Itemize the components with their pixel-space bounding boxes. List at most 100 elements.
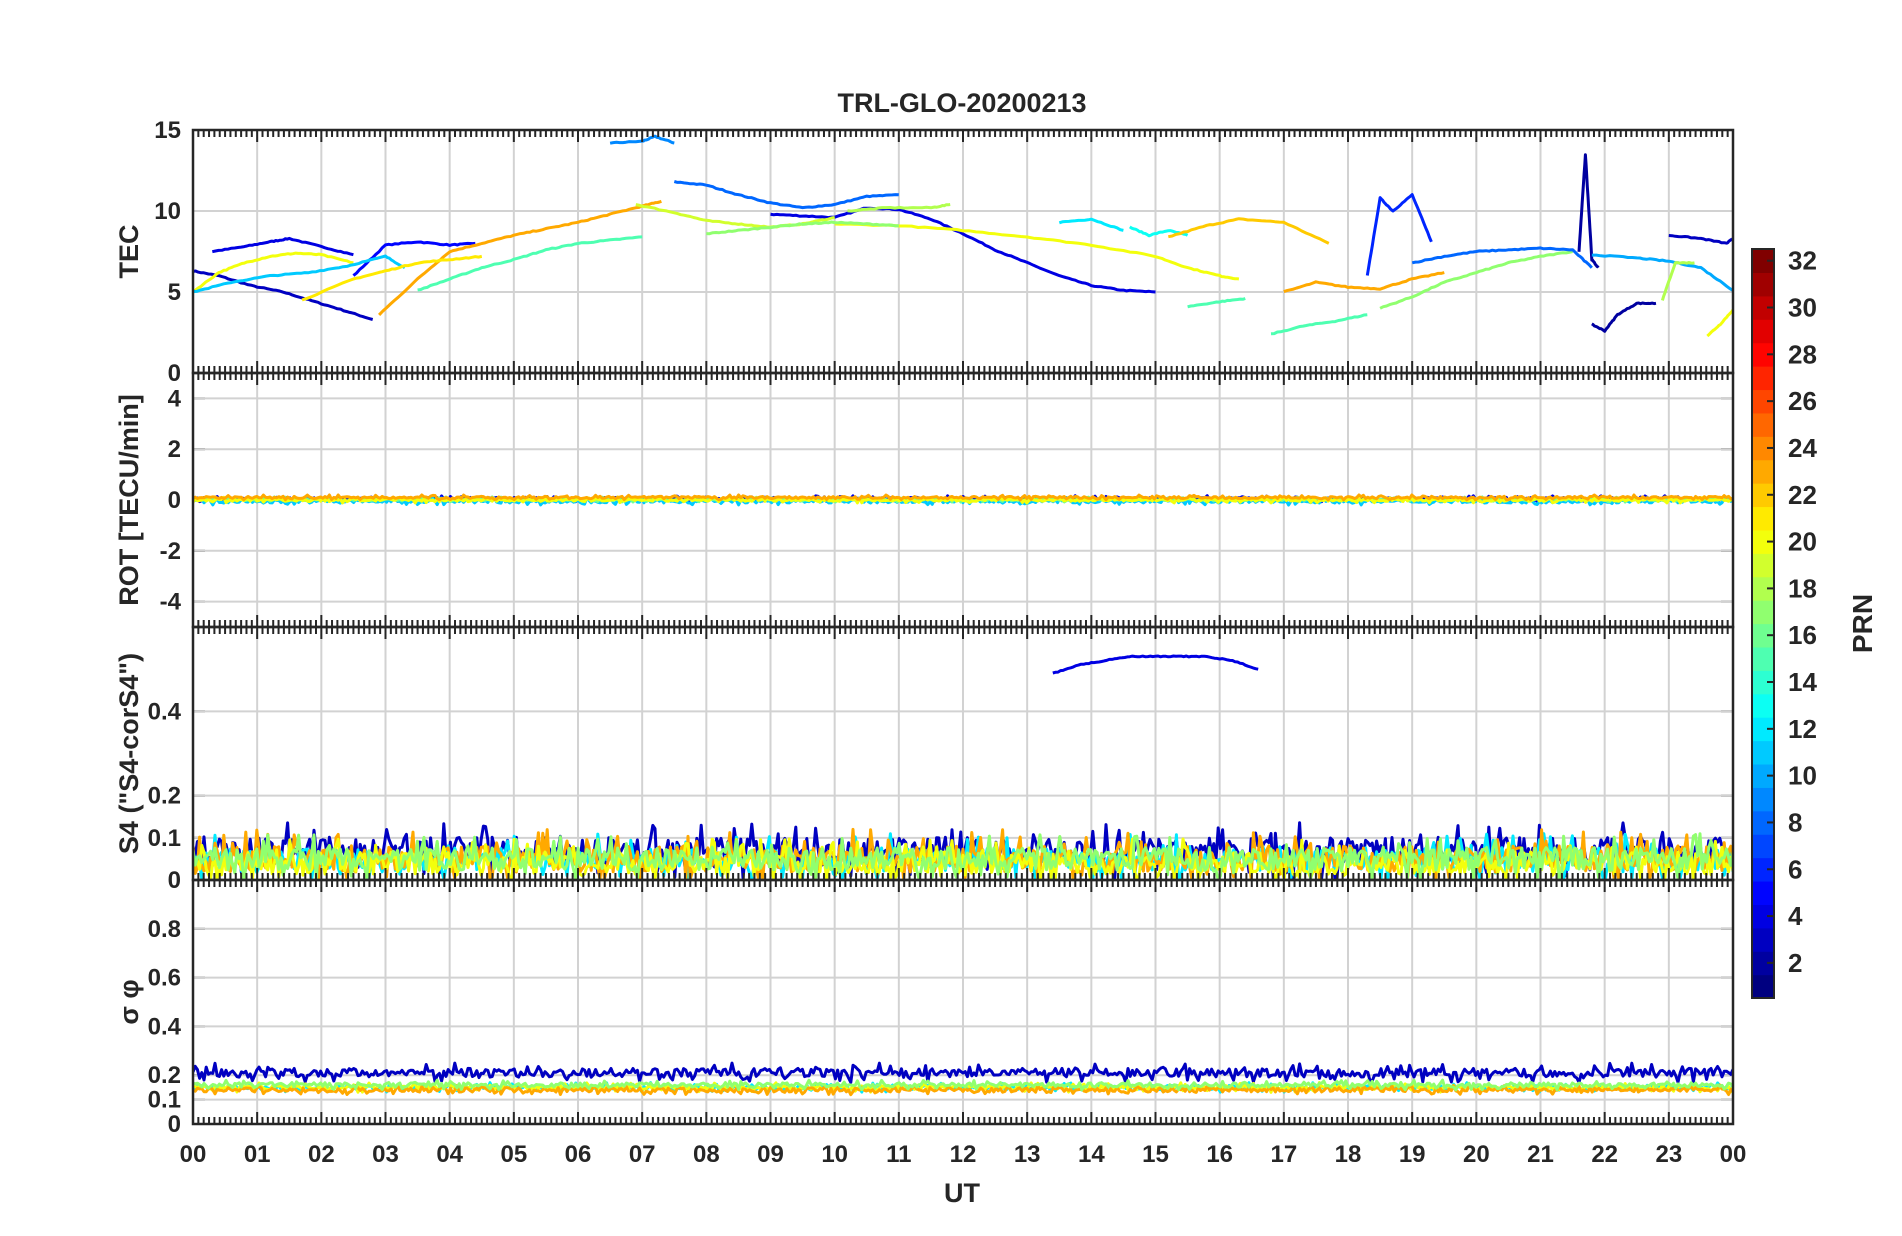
- colorbar-swatch: [1752, 834, 1774, 859]
- tec-series-prn-2: [1577, 153, 1600, 269]
- tec-series-prn-18: [847, 203, 951, 213]
- colorbar-swatch: [1752, 717, 1774, 742]
- tec-series-prn-3: [1668, 234, 1733, 245]
- y-tick-label: 2: [168, 436, 181, 463]
- tec-series-prn-15: [417, 235, 643, 292]
- tec-series-prn-8: [1411, 246, 1593, 269]
- colorbar-swatch: [1752, 576, 1774, 601]
- y-tick-label: -2: [160, 538, 181, 565]
- y-tick-label: -4: [160, 589, 182, 616]
- tec-series-prn-12: [1058, 217, 1124, 232]
- tec-series-prn-15: [1187, 297, 1246, 309]
- tec-series-prn-8: [673, 180, 899, 210]
- tec-series-prn-17: [1379, 250, 1573, 310]
- tec-series-prn-6: [1365, 193, 1433, 276]
- y-tick-label: 10: [154, 198, 181, 225]
- colorbar-swatch: [1752, 787, 1774, 812]
- colorbar-swatch: [1752, 740, 1774, 765]
- colorbar-tick-label: 8: [1788, 807, 1802, 837]
- x-tick-label: 00: [1720, 1141, 1747, 1168]
- colorbar-swatch: [1752, 553, 1774, 578]
- y-tick-label: 4: [168, 385, 182, 412]
- y-tick-label: 0: [168, 360, 181, 387]
- x-tick-label: 17: [1270, 1141, 1297, 1168]
- colorbar-swatch: [1752, 857, 1774, 882]
- chart-title: TRL-GLO-20200213: [837, 88, 1086, 118]
- colorbar-tick-label: 12: [1788, 714, 1817, 744]
- colorbar-tick-label: 4: [1788, 901, 1803, 931]
- tec-y-axis-label: TEC: [114, 225, 144, 279]
- x-tick-label: 09: [757, 1141, 784, 1168]
- colorbar-tick-label: 16: [1788, 620, 1817, 650]
- colorbar-tick-label: 28: [1788, 339, 1817, 369]
- y-tick-label: 0.1: [148, 825, 181, 852]
- sigma-panel: 00.10.2 0.4 0.6 0.8 σ φ: [114, 878, 1735, 1138]
- tec-series-prn-23: [1283, 271, 1445, 294]
- x-tick-label: 22: [1591, 1141, 1618, 1168]
- x-tick-label: 16: [1206, 1141, 1233, 1168]
- tec-series-prn-23: [378, 199, 662, 316]
- sigma-series-prn-17: [193, 1078, 1733, 1092]
- x-tick-label: 10: [821, 1141, 848, 1168]
- x-tick-label: 12: [950, 1141, 977, 1168]
- colorbar-swatch: [1752, 623, 1774, 648]
- colorbar-swatch: [1752, 436, 1774, 461]
- y-tick-label: 0.8: [148, 916, 181, 943]
- rot-series-prn-23: [193, 493, 1733, 502]
- x-tick-label: 00: [180, 1141, 207, 1168]
- x-tick-label: 13: [1014, 1141, 1041, 1168]
- colorbar-swatch: [1752, 459, 1774, 484]
- s4-y-axis-label: S4 ("S4-corS4"): [114, 653, 144, 854]
- tec-series-prn-4: [211, 236, 354, 257]
- colorbar-tick-label: 30: [1788, 293, 1817, 323]
- x-tick-label: 04: [436, 1141, 463, 1168]
- y-tick-label: 15: [154, 117, 181, 144]
- tec-series-prn-21: [301, 254, 483, 302]
- x-tick-label: 06: [565, 1141, 592, 1168]
- tec-series-prn-18: [1660, 261, 1695, 301]
- colorbar-swatch: [1752, 272, 1774, 297]
- colorbar-tick-label: 22: [1788, 480, 1817, 510]
- y-tick-label: 0.2: [148, 1062, 181, 1089]
- x-tick-label: 07: [629, 1141, 656, 1168]
- x-tick-label: 05: [500, 1141, 527, 1168]
- colorbar-swatch: [1752, 366, 1774, 391]
- colorbar-swatch: [1752, 412, 1774, 437]
- colorbar-swatch: [1752, 670, 1774, 695]
- y-tick-label: 0: [168, 487, 181, 514]
- x-tick-label: 14: [1078, 1141, 1105, 1168]
- x-tick-label: 15: [1142, 1141, 1169, 1168]
- x-tick-label: 01: [244, 1141, 271, 1168]
- s4-series-prn-4: [1052, 654, 1259, 675]
- sigma-y-axis-label: σ φ: [114, 979, 144, 1024]
- sigma-series-prn-23: [193, 1083, 1733, 1097]
- colorbar-swatch: [1752, 506, 1774, 531]
- tec-series-prn-13: [1128, 225, 1189, 238]
- tec-series-prn-20: [834, 222, 1240, 281]
- x-tick-label: 18: [1335, 1141, 1362, 1168]
- colorbar-tick-label: 6: [1788, 854, 1802, 884]
- y-tick-label: 0.6: [148, 965, 181, 992]
- y-tick-label: 5: [168, 279, 181, 306]
- colorbar-tick-label: 14: [1788, 667, 1817, 697]
- colorbar-tick-label: 10: [1788, 761, 1817, 791]
- colorbar-swatch: [1752, 319, 1774, 344]
- tec-series-prn-17: [706, 220, 899, 236]
- colorbar-swatch: [1752, 389, 1774, 414]
- colorbar-swatch: [1752, 974, 1774, 999]
- colorbar-swatch: [1752, 927, 1774, 952]
- colorbar-swatch: [1752, 529, 1774, 554]
- colorbar-swatch: [1752, 763, 1774, 788]
- y-tick-label: 0.1: [148, 1087, 181, 1114]
- tec-series-prn-10: [1591, 253, 1733, 292]
- colorbar-tick-label: 20: [1788, 527, 1817, 557]
- tec-series-prn-3: [193, 269, 374, 321]
- colorbar-tick-label: 2: [1788, 948, 1802, 978]
- x-tick-label: 21: [1527, 1141, 1554, 1168]
- rot-y-axis-label: ROT [TECU/min]: [114, 394, 144, 605]
- colorbar-swatch: [1752, 600, 1774, 625]
- tec-panel: 0 5 10 15 TEC: [114, 117, 1735, 387]
- sigma-series: [193, 1061, 1733, 1097]
- y-tick-label: 0: [168, 867, 181, 894]
